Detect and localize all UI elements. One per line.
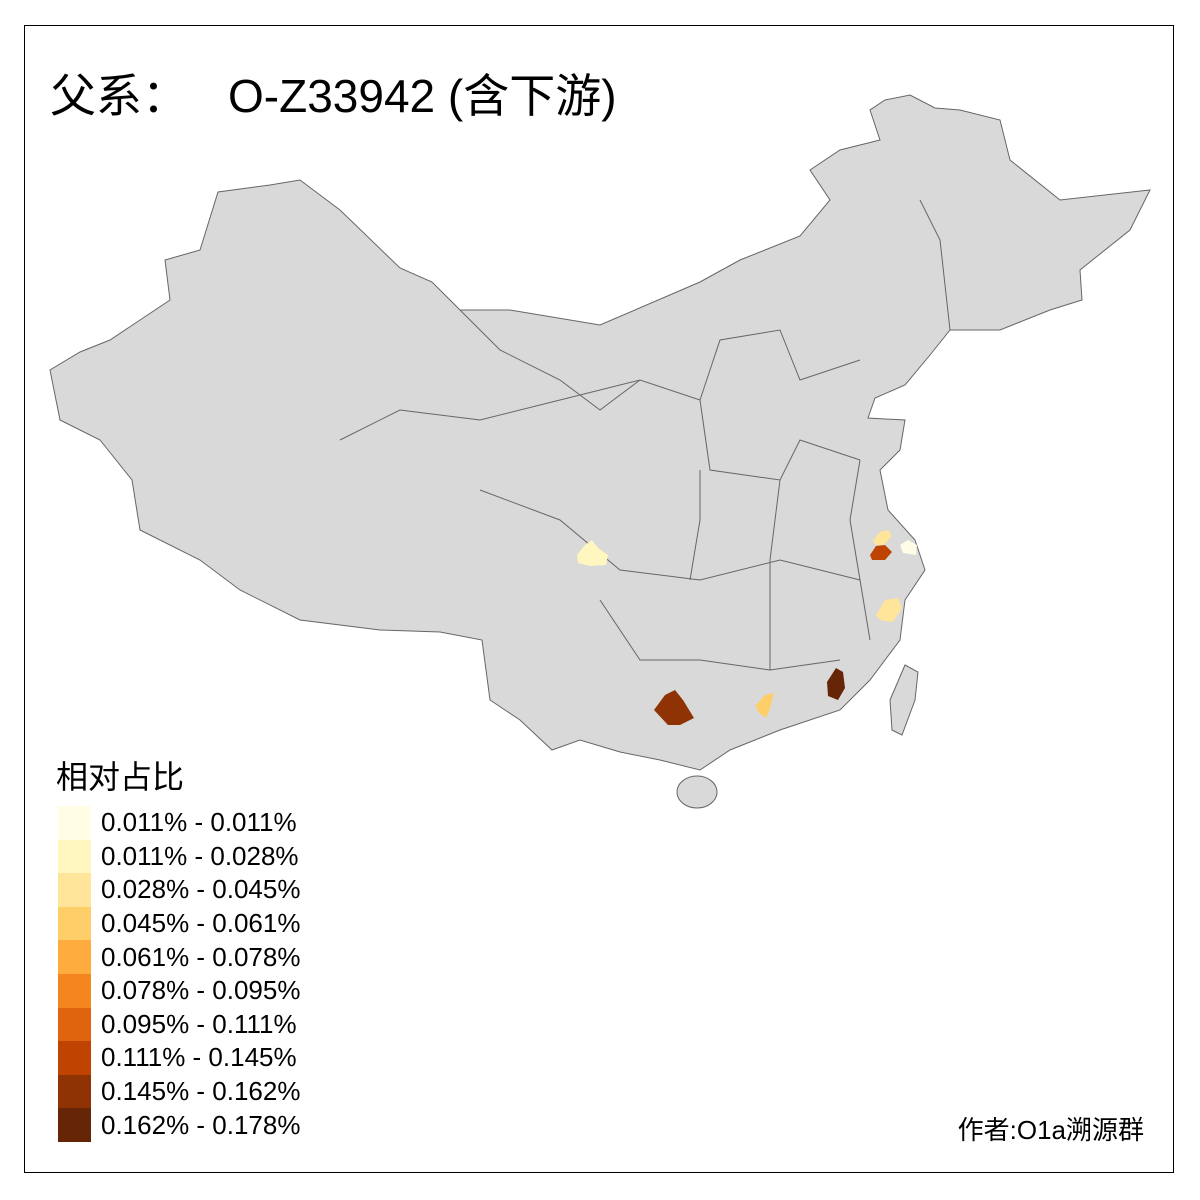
mainland-outline bbox=[49, 94, 1151, 771]
legend-swatch bbox=[58, 906, 91, 941]
legend-swatch bbox=[58, 940, 91, 974]
legend-label: 0.111% - 0.145% bbox=[101, 1042, 297, 1073]
legend-item: 0.011% - 0.011% bbox=[58, 806, 300, 840]
highlight-region bbox=[873, 530, 892, 545]
legend-swatch bbox=[58, 806, 91, 840]
taiwan-island bbox=[889, 664, 919, 736]
legend-item: 0.145% - 0.162% bbox=[58, 1074, 301, 1109]
legend-label: 0.145% - 0.162% bbox=[101, 1076, 301, 1107]
legend-swatch bbox=[58, 1041, 91, 1075]
figure-border bbox=[24, 25, 1174, 1173]
legend-swatch bbox=[58, 973, 91, 1008]
title-prefix: 父系： bbox=[50, 70, 188, 122]
legend-item: 0.028% - 0.045% bbox=[58, 873, 300, 907]
legend: 0.011% - 0.011% 0.011% - 0.028% 0.028% - 0… bbox=[58, 806, 300, 1142]
highlight-region bbox=[876, 598, 902, 622]
province-borders bbox=[339, 199, 951, 671]
highlight-region bbox=[577, 540, 608, 566]
legend-swatch bbox=[58, 1007, 91, 1042]
legend-swatch bbox=[58, 839, 91, 874]
hainan-island bbox=[676, 775, 718, 809]
legend-item: 0.111% - 0.145% bbox=[58, 1041, 300, 1075]
legend-item: 0.078% - 0.095% bbox=[58, 973, 301, 1008]
legend-label: 0.061% - 0.078% bbox=[101, 941, 301, 972]
legend-item: 0.095% - 0.111% bbox=[58, 1007, 300, 1042]
legend-label: 0.078% - 0.095% bbox=[101, 975, 301, 1006]
legend-item: 0.045% - 0.061% bbox=[58, 906, 301, 941]
highlight-region bbox=[756, 693, 774, 718]
legend-label: 0.162% - 0.178% bbox=[101, 1109, 301, 1140]
highlight-region bbox=[654, 690, 694, 725]
legend-label: 0.095% - 0.111% bbox=[101, 1008, 297, 1039]
legend-title: 相对占比 bbox=[56, 759, 185, 795]
legend-swatch bbox=[58, 1074, 91, 1109]
legend-item: 0.061% - 0.078% bbox=[58, 940, 300, 974]
legend-item: 0.011% - 0.028% bbox=[58, 839, 300, 874]
legend-swatch bbox=[58, 873, 91, 907]
legend-label: 0.028% - 0.045% bbox=[101, 874, 301, 905]
highlight-region bbox=[827, 668, 845, 700]
highlight-region bbox=[870, 545, 892, 560]
title-haplogroup: O-Z33942 (含下游) bbox=[228, 70, 617, 122]
legend-swatch bbox=[58, 1108, 91, 1142]
legend-label: 0.011% - 0.028% bbox=[101, 840, 299, 871]
legend-label: 0.011% - 0.011% bbox=[101, 807, 297, 838]
legend-item: 0.162% - 0.178% bbox=[58, 1108, 300, 1142]
highlight-region bbox=[900, 540, 917, 555]
legend-label: 0.045% - 0.061% bbox=[101, 908, 301, 939]
map-title: 父系： O-Z33942 (含下游) bbox=[50, 60, 617, 126]
author-credit: 作者:O1a溯源群 bbox=[957, 1115, 1144, 1145]
